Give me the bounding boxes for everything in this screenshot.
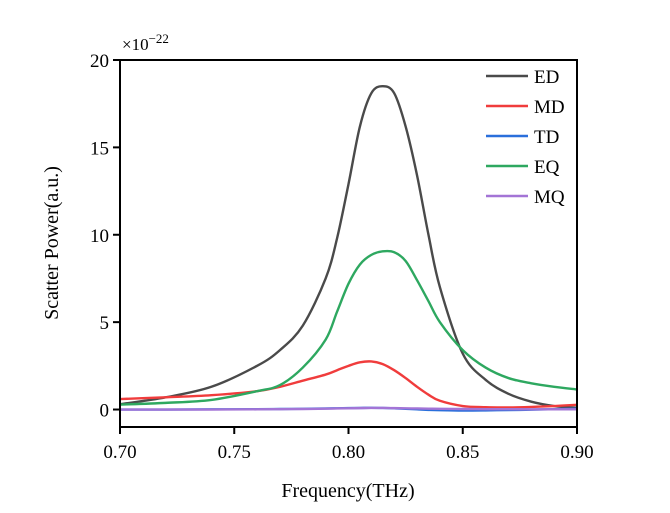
plot-lines xyxy=(119,85,578,412)
x-tick-label: 0.75 xyxy=(218,442,251,463)
y-tick-label: 15 xyxy=(90,138,109,159)
x-tick-label: 0.90 xyxy=(560,442,593,463)
legend: ED MD TD EQ MQ xyxy=(486,67,565,208)
series-line-md xyxy=(119,360,578,409)
y-tick-label: 0 xyxy=(100,401,110,422)
legend-label-md: MD xyxy=(534,97,565,118)
legend-label-eq: EQ xyxy=(534,157,560,178)
axis-ticks: 0.70 0.75 0.80 0.85 0.90 0 5 10 15 20 xyxy=(90,51,594,463)
y-axis-label: Scatter Power(a.u.) xyxy=(41,166,63,320)
y-multiplier: ×10−22 xyxy=(122,31,169,54)
legend-label-td: TD xyxy=(534,127,559,148)
y-tick-label: 20 xyxy=(90,51,109,72)
x-axis-label: Frequency(THz) xyxy=(281,480,414,502)
legend-label-mq: MQ xyxy=(534,187,565,208)
x-tick-label: 0.85 xyxy=(446,442,479,463)
x-tick-label: 0.80 xyxy=(332,442,365,463)
y-tick-label: 5 xyxy=(100,313,110,334)
series-line-mq xyxy=(120,406,577,411)
plot-frame xyxy=(119,59,578,428)
series-line-ed xyxy=(119,85,578,409)
x-tick-label: 0.70 xyxy=(103,442,136,463)
legend-label-ed: ED xyxy=(534,67,559,88)
series-line-eq xyxy=(119,249,578,406)
y-tick-label: 10 xyxy=(90,226,109,247)
